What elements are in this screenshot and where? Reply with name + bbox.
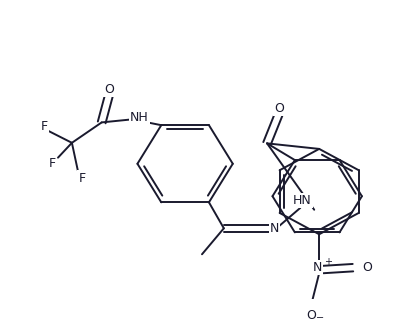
Text: F: F	[41, 120, 48, 133]
Text: −: −	[315, 313, 324, 321]
Text: NH: NH	[130, 111, 148, 124]
Text: N: N	[269, 222, 278, 235]
Text: O: O	[273, 102, 283, 115]
Text: F: F	[78, 171, 85, 185]
Text: HN: HN	[292, 194, 311, 207]
Text: O: O	[306, 309, 315, 321]
Text: +: +	[323, 257, 331, 267]
Text: O: O	[104, 82, 114, 96]
Text: N: N	[312, 261, 321, 274]
Text: O: O	[361, 261, 371, 274]
Text: F: F	[49, 157, 55, 170]
